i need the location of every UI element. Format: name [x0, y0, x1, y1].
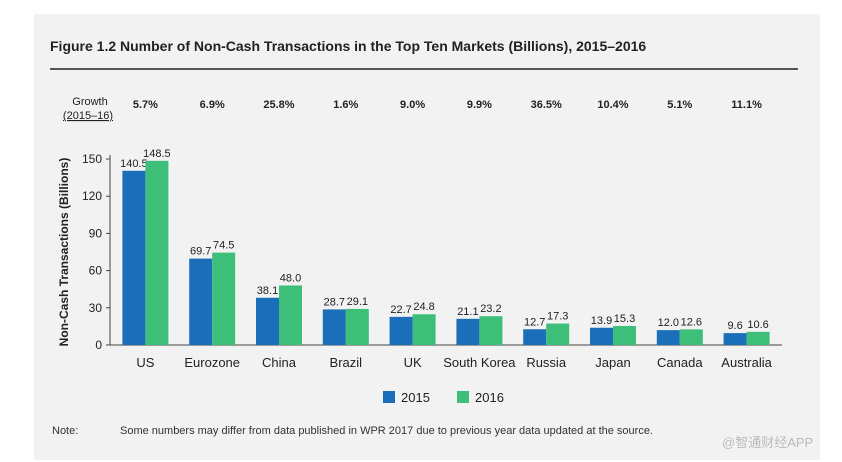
growth-value: 1.6%: [333, 99, 358, 111]
bar-2016: [345, 308, 369, 345]
x-tick-label: Russia: [526, 355, 567, 370]
y-tick-label: 0: [95, 338, 102, 352]
data-label-2016: 74.5: [213, 240, 234, 252]
growth-value: 9.0%: [400, 99, 425, 111]
growth-value: 5.1%: [667, 99, 692, 111]
data-label-2015: 140.5: [120, 158, 148, 170]
title-divider: [50, 68, 798, 70]
legend-swatch-2016: [457, 391, 469, 403]
bar-2015: [590, 327, 613, 345]
watermark: @智通财经APP: [722, 435, 814, 450]
bar-2015: [256, 297, 279, 345]
growth-value: 9.9%: [467, 99, 492, 111]
data-label-2016: 23.2: [480, 303, 501, 315]
data-label-2016: 29.1: [347, 296, 368, 308]
data-label-2016: 15.3: [614, 313, 635, 325]
note-label: Note:: [52, 425, 79, 437]
data-label-2015: 21.1: [457, 306, 478, 318]
bar-2016: [679, 329, 703, 345]
growth-row-label: Growth: [72, 96, 107, 108]
x-tick-label: Eurozone: [184, 355, 240, 370]
note-text: Some numbers may differ from data publis…: [120, 425, 653, 437]
bar-2016: [746, 331, 770, 345]
data-label-2015: 38.1: [257, 285, 278, 297]
growth-value: 36.5%: [531, 99, 562, 111]
bar-2015: [322, 309, 346, 345]
bar-2016: [279, 285, 302, 345]
x-tick-label: Brazil: [330, 355, 363, 370]
data-label-2016: 48.0: [280, 272, 301, 284]
chart-title: Figure 1.2 Number of Non-Cash Transactio…: [50, 38, 647, 54]
growth-value: 6.9%: [200, 99, 225, 111]
bar-2015: [523, 329, 547, 345]
y-tick-label: 120: [82, 189, 102, 203]
bar-2016: [145, 160, 169, 345]
x-tick-label: UK: [404, 355, 422, 370]
growth-value: 5.7%: [133, 99, 158, 111]
data-label-2016: 17.3: [547, 311, 568, 323]
x-tick-label: South Korea: [443, 355, 516, 370]
legend-label-2016: 2016: [475, 390, 504, 405]
x-tick-label: Canada: [657, 355, 703, 370]
growth-row-label-period: (2015–16): [63, 110, 113, 122]
bar-2016: [546, 323, 570, 345]
y-tick-label: 90: [89, 226, 103, 240]
legend-label-2015: 2015: [401, 390, 430, 405]
x-tick-label: US: [136, 355, 154, 370]
y-tick-label: 30: [89, 301, 103, 315]
data-label-2016: 12.6: [681, 316, 702, 328]
data-label-2015: 9.6: [727, 320, 742, 332]
data-label-2015: 12.0: [658, 317, 679, 329]
x-tick-label: Australia: [721, 355, 772, 370]
x-tick-label: China: [262, 355, 297, 370]
bar-2016: [479, 316, 503, 345]
data-label-2015: 22.7: [390, 304, 411, 316]
data-label-2016: 148.5: [143, 148, 171, 160]
bar-2016: [412, 314, 436, 345]
x-tick-label: Japan: [595, 355, 630, 370]
growth-value: 10.4%: [597, 99, 628, 111]
bar-2015: [723, 333, 747, 345]
bar-2015: [656, 330, 680, 345]
y-tick-label: 150: [82, 152, 102, 166]
data-label-2015: 28.7: [324, 296, 345, 308]
bar-2016: [212, 252, 236, 345]
growth-value: 25.8%: [263, 99, 294, 111]
bar-2016: [613, 326, 636, 345]
y-axis-title: Non-Cash Transactions (Billions): [57, 158, 71, 347]
legend-swatch-2015: [383, 391, 395, 403]
bar-2015: [189, 258, 213, 345]
data-label-2016: 24.8: [413, 301, 434, 313]
data-label-2016: 10.6: [747, 319, 768, 331]
bar-2015: [456, 318, 480, 345]
y-tick-label: 60: [89, 264, 103, 278]
data-label-2015: 69.7: [190, 246, 211, 258]
growth-value: 11.1%: [731, 99, 762, 111]
bar-2015: [389, 316, 413, 345]
bar-2015: [122, 170, 146, 345]
data-label-2015: 12.7: [524, 316, 545, 328]
data-label-2015: 13.9: [591, 315, 612, 327]
